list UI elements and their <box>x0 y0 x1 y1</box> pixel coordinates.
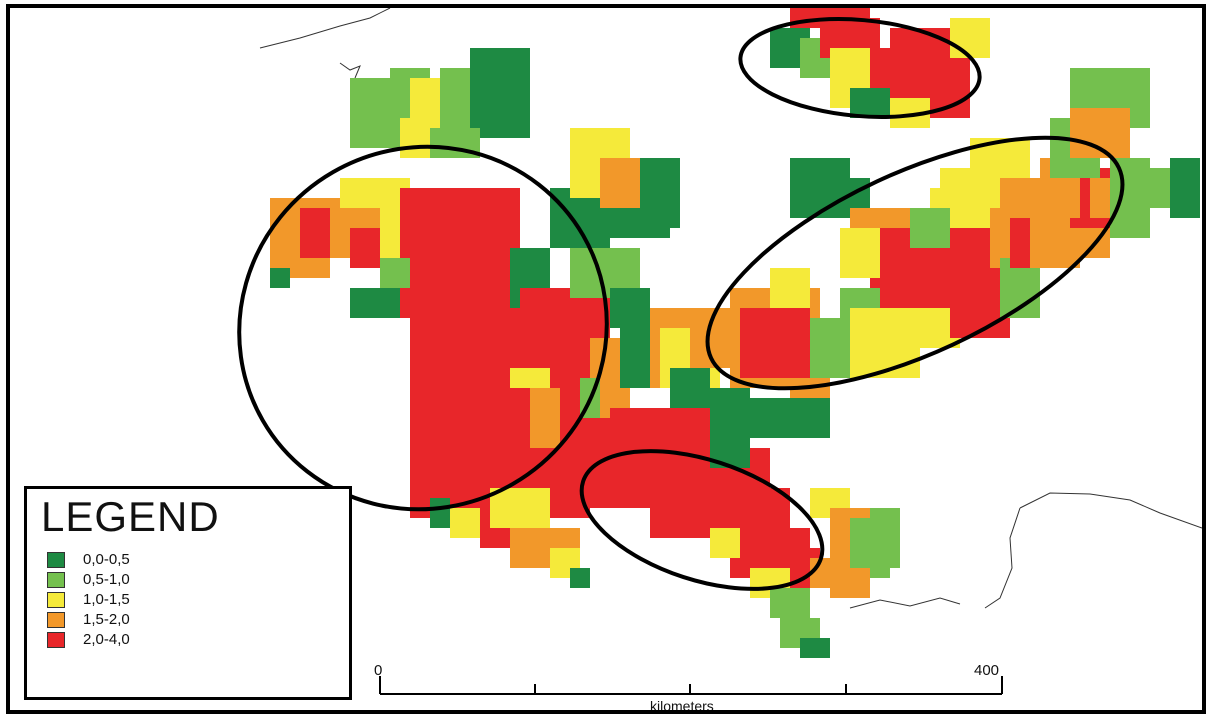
map-canvas <box>237 8 1202 695</box>
grid-cell <box>270 268 290 288</box>
grid-cell <box>950 18 990 58</box>
legend-label: 0,0-0,5 <box>83 551 130 568</box>
grid-cell <box>1170 158 1200 218</box>
grid-cell <box>810 318 850 378</box>
highlight-ellipses <box>237 17 1125 591</box>
grid-cell <box>490 488 550 528</box>
legend-swatch <box>47 572 65 588</box>
legend-swatch <box>47 552 65 568</box>
legend: LEGEND 0,0-0,5 0,5-1,0 1,0-1,5 1,5-2,0 2… <box>24 486 352 700</box>
grid-cell <box>1110 158 1150 238</box>
grid-cell <box>800 638 830 658</box>
legend-title: LEGEND <box>41 493 220 540</box>
ellipse-east-region <box>705 135 1125 391</box>
grid-cell <box>570 208 610 248</box>
grid-cell <box>840 228 880 278</box>
grid-cell <box>710 528 740 558</box>
grid-cell <box>740 308 810 378</box>
grid-cell <box>590 468 630 508</box>
scale-bar <box>379 676 1003 695</box>
grid-cell <box>520 288 550 348</box>
grid-cell <box>650 408 710 448</box>
grid-cells <box>270 8 1200 658</box>
coastline-segment <box>849 597 961 609</box>
legend-label: 2,0-4,0 <box>83 631 130 648</box>
grid-cell <box>910 208 950 248</box>
grid-cell <box>870 508 900 568</box>
grid-cell <box>770 268 810 308</box>
coastline-segment <box>259 8 391 49</box>
grid-cell <box>610 248 640 288</box>
coastline-segment <box>339 62 361 79</box>
coastline-segment <box>1019 492 1202 529</box>
grid-cell <box>1000 178 1050 218</box>
grid-cell <box>610 208 670 238</box>
scale-start-label: 0 <box>374 662 383 679</box>
ellipse-south-region <box>579 449 825 591</box>
grid-cell <box>410 78 440 118</box>
legend-swatch <box>47 612 65 628</box>
grid-cell <box>470 48 530 138</box>
grid-cell <box>350 288 400 318</box>
grid-cell <box>770 588 810 618</box>
scale-unit-label: kilometers <box>650 698 714 714</box>
grid-cell <box>530 388 560 448</box>
legend-label: 1,0-1,5 <box>83 591 130 608</box>
grid-cell <box>770 398 830 438</box>
legend-label: 0,5-1,0 <box>83 571 130 588</box>
ellipse-north-region <box>738 17 982 119</box>
legend-swatch <box>47 592 65 608</box>
scale-end-label: 400 <box>974 662 1000 679</box>
grid-cell <box>570 568 590 588</box>
grid-cell <box>850 88 890 118</box>
ellipse-west-region <box>237 144 609 512</box>
grid-cell <box>830 568 870 598</box>
legend-swatch <box>47 632 65 648</box>
grid-cell <box>620 318 650 388</box>
grid-cell <box>430 498 450 528</box>
coastline-segment <box>984 507 1021 609</box>
legend-label: 1,5-2,0 <box>83 611 130 628</box>
grid-cell <box>380 258 410 288</box>
grid-cell <box>850 308 920 378</box>
grid-cell <box>350 108 400 148</box>
